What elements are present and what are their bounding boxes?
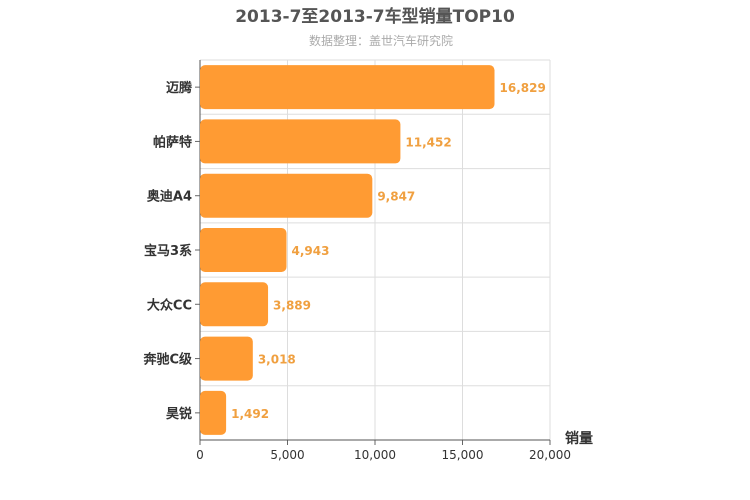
x-tick-label: 20,000 [529, 448, 571, 462]
category-label: 帕萨特 [153, 134, 192, 150]
bar [200, 282, 269, 327]
category-label: 奥迪A4 [147, 189, 192, 205]
data-label: 11,452 [405, 135, 451, 149]
chart-subtitle: 数据整理：盖世汽车研究院 [309, 33, 453, 48]
bar [200, 173, 373, 218]
bar [200, 65, 495, 110]
x-tick-label: 15,000 [442, 448, 484, 462]
data-label: 3,889 [273, 298, 311, 312]
chart-title: 2013-7至2013-7车型销量TOP10 [235, 6, 515, 27]
data-label: 9,847 [377, 190, 415, 204]
category-label: 宝马3系 [144, 243, 192, 259]
x-axis-title: 销量 [565, 430, 593, 447]
category-label: 昊锐 [166, 406, 192, 422]
category-label: 迈腾 [166, 80, 193, 96]
data-label: 16,829 [500, 81, 546, 95]
bar [200, 119, 401, 164]
bars [200, 65, 495, 435]
bar [200, 336, 253, 381]
category-label: 奔驰C级 [142, 352, 193, 368]
grid [195, 59, 551, 445]
category-label: 大众CC [147, 297, 192, 313]
bar [200, 228, 287, 272]
data-label: 1,492 [231, 407, 269, 421]
data-label: 3,018 [258, 353, 296, 367]
data-label: 4,943 [292, 244, 330, 258]
labels: 0 5,000 10,000 15,000 20,000 迈腾 16,829 帕萨特 11,45… [142, 80, 571, 462]
x-tick-label: 10,000 [354, 448, 396, 462]
bar [200, 390, 227, 435]
x-tick-label: 5,000 [270, 448, 304, 462]
x-tick-label: 0 [196, 448, 204, 462]
